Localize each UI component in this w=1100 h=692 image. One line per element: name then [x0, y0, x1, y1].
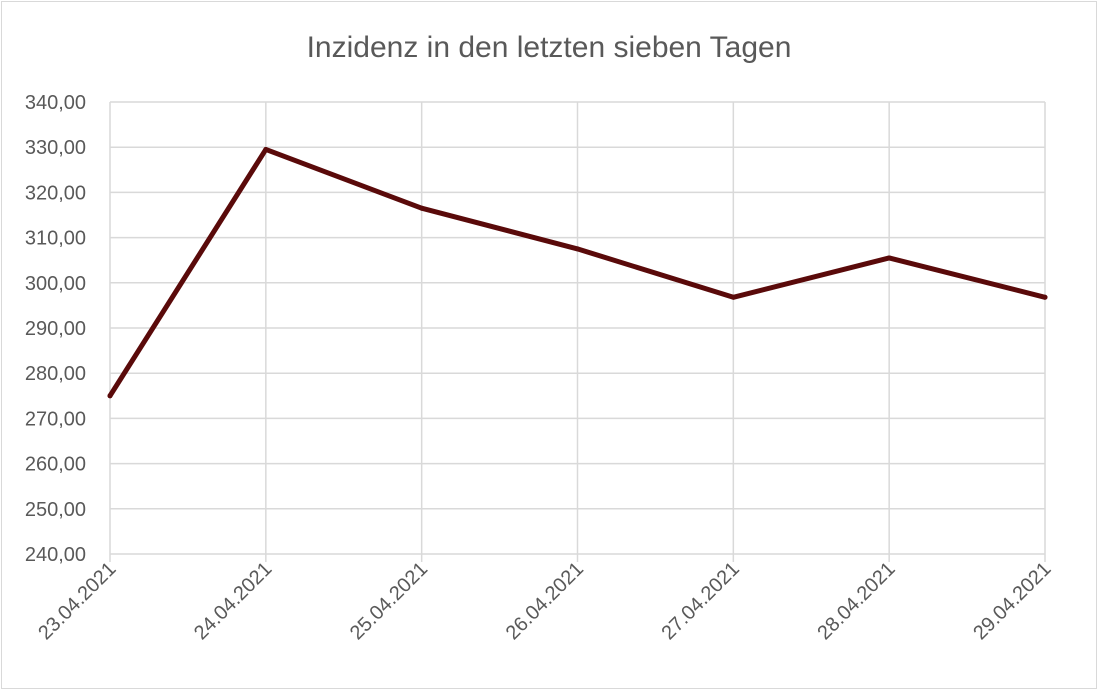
y-tick-label: 330,00	[25, 137, 86, 159]
y-tick-label: 280,00	[25, 363, 86, 385]
data-point	[886, 255, 892, 261]
y-tick-label: 260,00	[25, 454, 86, 476]
x-tick-label: 24.04.2021	[190, 558, 276, 644]
y-tick-label: 310,00	[25, 228, 86, 250]
y-tick-label: 240,00	[25, 544, 86, 566]
x-axis-ticks: 23.04.2021 24.04.2021 25.04.2021 26.04.2021…	[34, 558, 1055, 644]
y-axis-ticks: 240,00 250,00 260,00 270,00 280,00 290,00 300,…	[25, 92, 86, 566]
x-tick-label: 27.04.2021	[658, 558, 744, 644]
data-point	[263, 146, 269, 152]
data-point	[1042, 294, 1048, 300]
series-group	[107, 146, 1048, 399]
data-point	[419, 205, 425, 211]
x-tick-label: 23.04.2021	[34, 558, 120, 644]
y-tick-label: 300,00	[25, 273, 86, 295]
y-tick-label: 320,00	[25, 182, 86, 204]
y-tick-label: 270,00	[25, 408, 86, 430]
x-tick-label: 28.04.2021	[813, 558, 899, 644]
y-tick-label: 290,00	[25, 318, 86, 340]
data-point	[575, 246, 580, 252]
chart-title: Inzidenz in den letzten sieben Tagen	[307, 31, 792, 64]
y-tick-label: 340,00	[25, 92, 86, 114]
x-tick-label: 29.04.2021	[969, 558, 1055, 644]
data-point	[107, 393, 113, 399]
x-tick-label: 26.04.2021	[502, 558, 588, 644]
x-tick-label: 25.04.2021	[346, 558, 432, 644]
data-point	[730, 294, 736, 300]
y-tick-label: 250,00	[25, 499, 86, 521]
